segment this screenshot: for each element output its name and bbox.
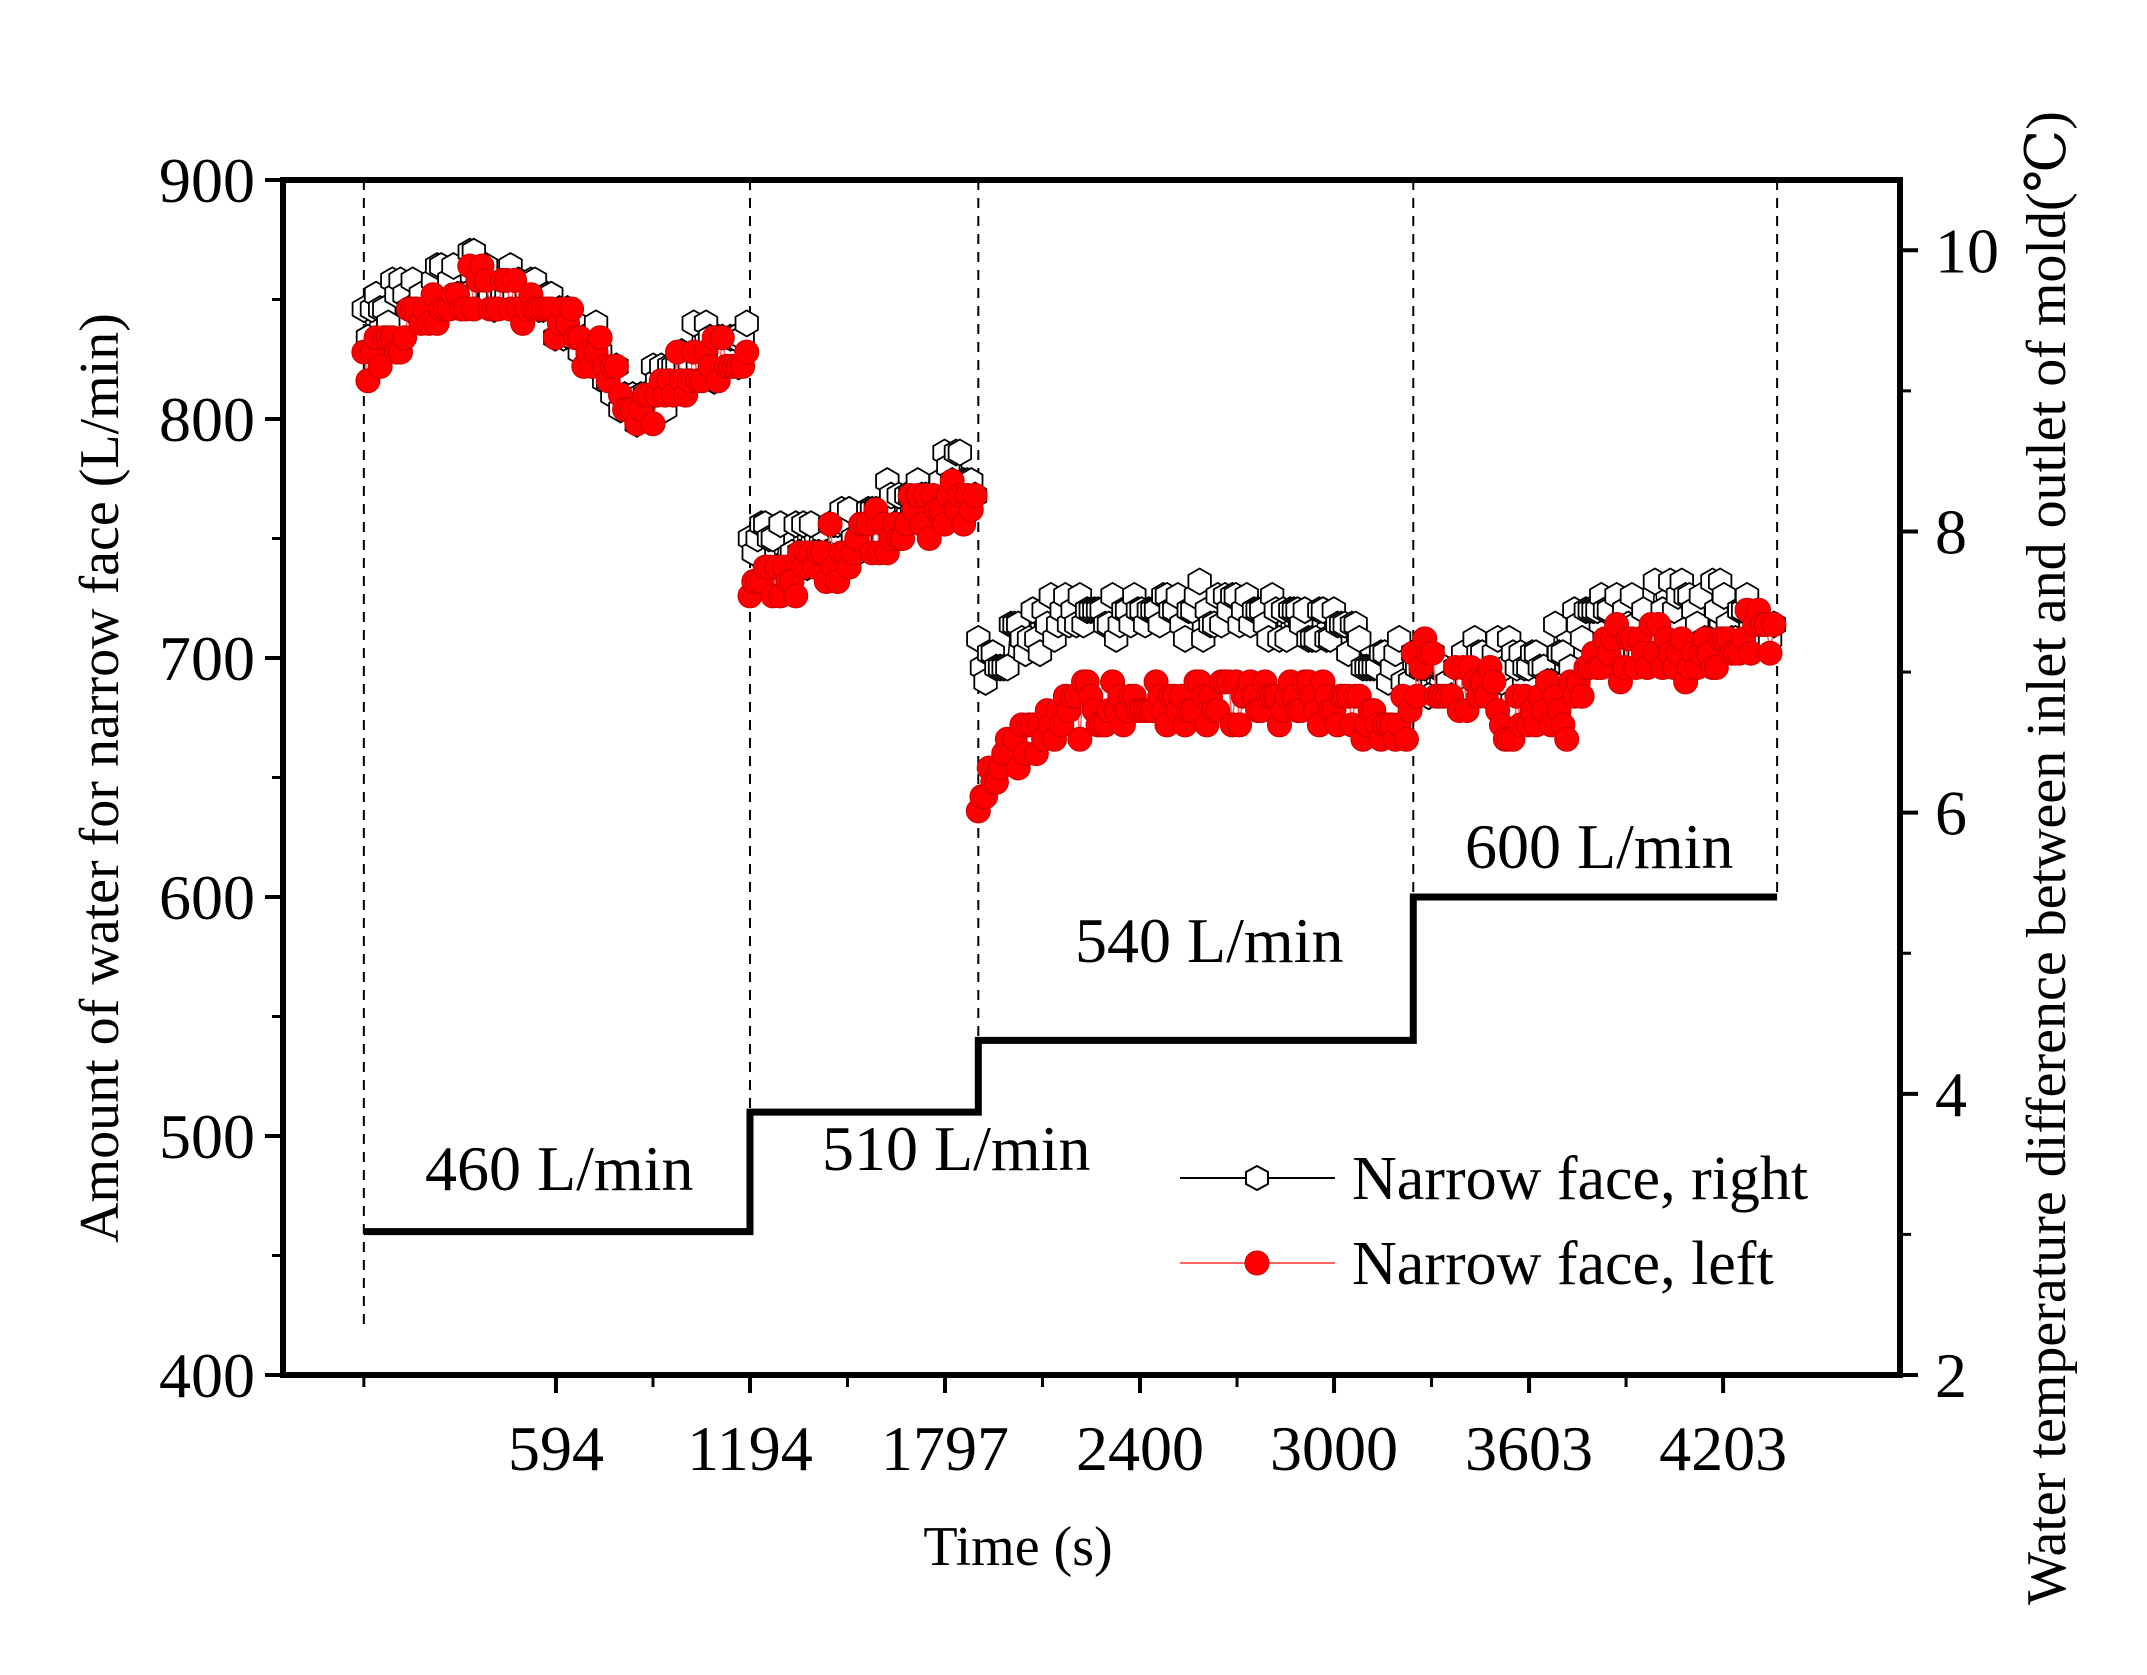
data-point-left: [1761, 612, 1787, 638]
flow-label-540: 540 L/min: [1075, 905, 1343, 976]
x-axis-title: Time (s): [923, 1516, 1112, 1578]
y-tick-label: 400: [159, 1340, 255, 1411]
data-point-left: [1481, 669, 1507, 695]
x-tick-label: 594: [508, 1413, 604, 1484]
x-tick-label: 4203: [1659, 1413, 1787, 1484]
legend-marker-right: [1245, 1164, 1269, 1192]
data-point-left: [734, 339, 760, 365]
data-point-left: [962, 482, 988, 508]
data-point-left: [1067, 726, 1093, 752]
data-point-right: [947, 438, 972, 467]
data-point-left: [1554, 726, 1580, 752]
x-tick-label: 3603: [1465, 1413, 1593, 1484]
data-point-left: [603, 353, 629, 379]
y2-tick-label: 8: [1935, 496, 1967, 567]
x-tick-label: 3000: [1270, 1413, 1398, 1484]
y-tick-label: 900: [159, 145, 255, 216]
data-point-left: [1703, 655, 1729, 681]
data-point-left: [392, 325, 418, 351]
y-axis-title: Amount of water for narrow face (L/min): [69, 313, 131, 1243]
y-tick-label: 800: [159, 384, 255, 455]
y-tick-label: 500: [159, 1101, 255, 1172]
tick-labels: 594 1194 1797 2400 3000 3603 4203 400 500 600 700 8…: [159, 145, 1999, 1484]
legend-marker-left: [1244, 1250, 1270, 1276]
data-point-left: [502, 267, 528, 293]
y2-tick-label: 10: [1935, 215, 1999, 286]
flow-label-460: 460 L/min: [425, 1133, 693, 1204]
data-point-left: [1227, 712, 1253, 738]
boundary-dash-lines: [362, 180, 1779, 1332]
flow-label-510: 510 L/min: [822, 1113, 1090, 1184]
data-point-left: [640, 411, 666, 437]
y2-tick-label: 2: [1935, 1340, 1967, 1411]
data-point-left: [587, 325, 613, 351]
data-point-left: [1419, 640, 1445, 666]
y-tick-label: 600: [159, 862, 255, 933]
series-narrow-face-left: [351, 253, 1787, 824]
data-point-left: [367, 353, 393, 379]
x-tick-label: 1797: [881, 1413, 1009, 1484]
flow-step-path: [363, 893, 1778, 1236]
legend-label-left: Narrow face, left: [1352, 1230, 1774, 1298]
x-tick-label: 2400: [1076, 1413, 1204, 1484]
y2-axis-title: Water temperature difference between inl…: [2016, 111, 2078, 1605]
legend: Narrow face, right Narrow face, left: [1180, 1145, 1808, 1298]
data-point-left: [559, 296, 585, 322]
axis-ticks: [265, 178, 1918, 1393]
data-point-left: [783, 583, 809, 609]
x-tick-label: 1194: [687, 1413, 813, 1484]
data-point-right: [1187, 567, 1212, 596]
flow-step-line: [363, 893, 1778, 1236]
y2-tick-label: 6: [1935, 778, 1967, 849]
data-point-left: [1393, 726, 1419, 752]
y-tick-label: 700: [159, 623, 255, 694]
data-point-left: [1757, 640, 1783, 666]
data-point-left: [1569, 683, 1595, 709]
legend-label-right: Narrow face, right: [1352, 1145, 1808, 1213]
data-point-left: [817, 511, 843, 537]
flow-label-600: 600 L/min: [1465, 811, 1733, 882]
data-point-left: [709, 325, 735, 351]
y2-tick-label: 4: [1935, 1059, 1967, 1130]
data-point-right: [734, 309, 759, 338]
data-point-right: [1347, 624, 1372, 653]
